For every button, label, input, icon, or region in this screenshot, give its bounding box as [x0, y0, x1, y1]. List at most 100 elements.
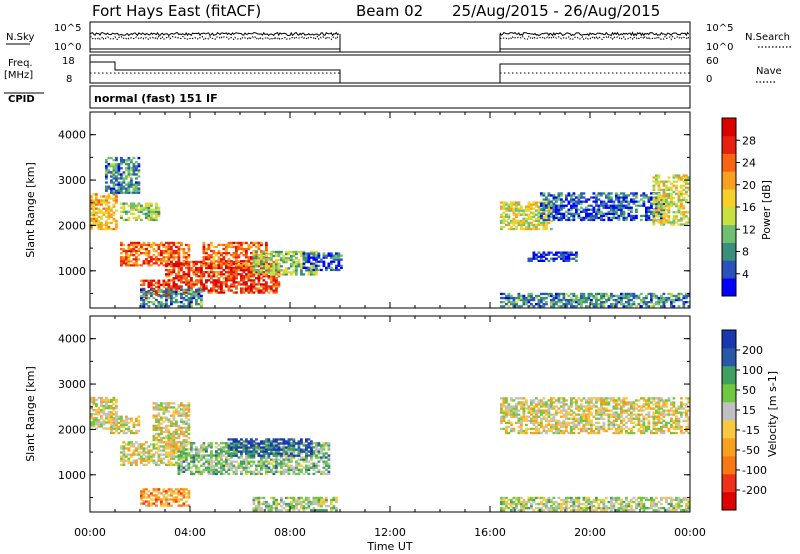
- power-cell: [327, 254, 331, 257]
- velocity-cell: [165, 416, 168, 419]
- velocity-cell: [325, 462, 328, 465]
- power-cell: [175, 285, 178, 288]
- velocity-cell: [290, 448, 293, 451]
- power-cell: [217, 260, 221, 264]
- power-cell: [195, 275, 198, 278]
- power-cell: [527, 227, 531, 231]
- power-cell: [500, 227, 503, 231]
- power-cell: [545, 253, 548, 256]
- power-cell: [645, 212, 648, 215]
- power-cell: [100, 227, 103, 231]
- velocity-cell: [212, 472, 216, 476]
- velocity-cell: [502, 419, 506, 422]
- power-cell: [105, 171, 108, 174]
- power-cell: [155, 260, 158, 263]
- velocity-cell: [117, 421, 121, 424]
- velocity-cell: [175, 451, 178, 454]
- velocity-cell: [165, 436, 168, 440]
- power-cell: [102, 195, 106, 198]
- power-cell: [207, 245, 211, 249]
- velocity-cell: [217, 460, 221, 463]
- power-cell: [505, 296, 508, 300]
- power-cell: [145, 303, 148, 306]
- power-cell: [675, 215, 678, 218]
- velocity-cell: [160, 461, 163, 464]
- power-cell: [140, 208, 143, 211]
- power-cell: [197, 269, 201, 272]
- power-cell: [552, 196, 556, 199]
- power-cell: [642, 204, 646, 207]
- power-cell: [660, 203, 663, 206]
- power-cell: [670, 186, 673, 189]
- power-cell: [580, 210, 583, 213]
- velocity-cell: [172, 439, 176, 442]
- velocity-cell: [332, 496, 336, 500]
- power-cell: [600, 214, 603, 218]
- velocity-cell: [195, 464, 198, 467]
- power-cell: [315, 260, 318, 263]
- power-cell: [145, 206, 148, 209]
- velocity-cell: [310, 500, 313, 504]
- power-cell: [172, 271, 176, 274]
- velocity-cell: [510, 421, 513, 424]
- velocity-cell: [292, 498, 296, 502]
- power-cell: [620, 208, 623, 211]
- power-cell: [187, 260, 191, 264]
- velocity-cell: [260, 446, 263, 449]
- power-cell: [105, 197, 108, 200]
- velocity-cell: [262, 462, 266, 465]
- velocity-cell: [240, 454, 243, 457]
- power-cell: [155, 202, 158, 205]
- velocity-cell: [110, 423, 113, 427]
- power-cell: [667, 192, 671, 196]
- velocity-cell: [222, 472, 226, 476]
- colorbar-tick-label: 12: [742, 223, 756, 236]
- velocity-cell: [130, 445, 133, 448]
- velocity-cell: [287, 452, 291, 455]
- velocity-cell: [317, 448, 321, 451]
- velocity-cell: [217, 444, 221, 447]
- power-cell: [177, 275, 181, 278]
- velocity-cell: [290, 468, 293, 471]
- power-cell: [295, 269, 298, 272]
- power-cell: [245, 275, 248, 278]
- power-cell: [215, 271, 218, 274]
- power-cell: [655, 182, 658, 185]
- power-cell: [217, 266, 221, 270]
- velocity-cell: [260, 458, 263, 461]
- velocity-cell: [260, 442, 263, 445]
- power-cell: [120, 187, 123, 190]
- velocity-cell: [115, 425, 118, 429]
- power-cell: [600, 305, 603, 308]
- power-cell: [590, 301, 593, 304]
- power-cell: [105, 165, 108, 168]
- velocity-cell: [120, 417, 123, 420]
- velocity-cell: [255, 446, 258, 449]
- power-cell: [115, 167, 118, 170]
- power-cell: [627, 212, 631, 215]
- velocity-cell: [170, 434, 173, 438]
- power-cell: [535, 257, 538, 260]
- power-cell: [617, 218, 621, 222]
- velocity-cell: [310, 446, 313, 449]
- velocity-cell: [162, 447, 166, 450]
- velocity-cell: [305, 464, 308, 467]
- power-cell: [520, 225, 523, 229]
- power-cell: [222, 258, 226, 261]
- velocity-cell: [185, 458, 188, 461]
- power-cell: [132, 191, 136, 194]
- velocity-cell: [267, 446, 271, 449]
- power-cell: [222, 283, 226, 286]
- power-cell: [610, 200, 613, 203]
- velocity-cell: [310, 440, 313, 443]
- power-cell: [650, 192, 653, 195]
- velocity-cell: [247, 442, 251, 445]
- power-cell: [662, 188, 666, 191]
- power-cell: [197, 260, 201, 264]
- power-cell: [550, 203, 553, 206]
- power-cell: [265, 271, 268, 274]
- velocity-cell: [172, 432, 176, 436]
- power-cell: [527, 292, 531, 296]
- power-cell: [185, 260, 188, 264]
- velocity-cell: [145, 496, 148, 499]
